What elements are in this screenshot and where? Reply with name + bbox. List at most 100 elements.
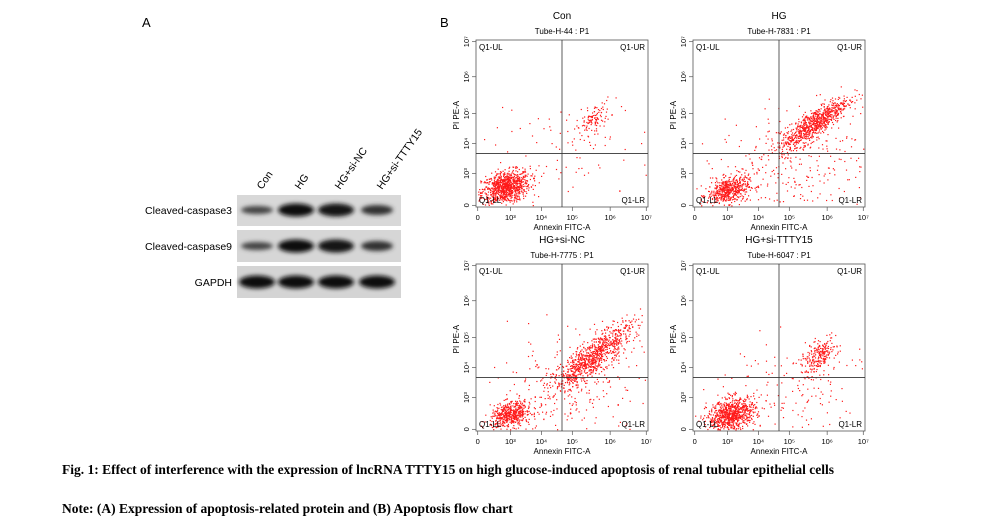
cell-dot [515,170,517,172]
cell-dot [809,170,811,172]
cell-dot [508,179,510,181]
cell-dot [762,166,764,168]
cell-dot [592,351,594,353]
cell-dot [818,131,820,133]
cell-dot [771,170,773,173]
cell-dots [480,308,646,431]
cell-dot [614,330,616,332]
cell-dot [478,194,480,196]
cell-dot [617,321,619,324]
cell-dot [592,372,594,374]
cell-dot [519,415,521,417]
cell-dot [729,409,731,411]
cell-dot [504,417,506,419]
band [278,203,314,217]
cell-dot [626,329,629,331]
cell-dot [550,411,552,413]
cell-dot [603,344,606,347]
cell-dot [549,384,551,387]
cell-dot [740,200,742,202]
cell-dot [489,419,491,422]
cell-dot [629,333,631,335]
cell-dot [742,196,745,198]
cell-dot [602,338,604,340]
cell-dot [522,181,524,183]
cell-dot [587,364,590,366]
cell-dot [507,151,509,153]
cell-dot [550,373,552,376]
cell-dot [813,114,815,116]
cell-dot [849,123,851,125]
cell-dot [502,406,504,408]
cell-dot [618,331,620,334]
cell-dot [585,367,587,369]
cell-dot [787,181,789,184]
x-tick-label: 0 [476,437,480,446]
cell-dot [726,409,728,411]
cell-dot [760,184,762,186]
cell-dot [814,129,816,131]
cell-dot [517,177,519,179]
cell-dot [810,120,812,122]
cell-dot [719,191,721,193]
cell-dot [518,193,520,195]
cell-dot [586,121,588,124]
cell-dot [491,188,493,190]
cell-dot [813,123,815,125]
cell-dot [564,390,566,392]
cell-dot [506,182,508,184]
cell-dot [625,338,627,340]
cell-dot [734,175,736,177]
cell-dot [726,182,728,184]
cell-dot [820,122,822,124]
cell-dot [593,362,595,364]
cell-dot [814,119,816,121]
cell-dot [578,360,580,362]
cell-dot [515,166,517,168]
cell-dot [724,187,726,189]
cell-dot [728,416,730,418]
cell-dot [516,420,518,422]
cell-dot [503,418,505,421]
cell-dot [748,398,750,400]
cell-dot [499,189,501,191]
cell-dot [842,100,844,102]
cell-dot [612,367,615,369]
cell-dot [499,184,501,186]
cell-dot [757,416,759,418]
cell-dot [733,184,735,187]
cell-dot [494,185,496,187]
cell-dot [513,406,515,408]
cell-dot [507,182,509,184]
cell-dot [624,327,626,329]
cell-dot [481,192,483,194]
cell-dot [586,372,588,374]
cell-dot [820,117,822,119]
cell-dot [813,131,815,134]
cell-dot [820,125,822,127]
cell-dot [521,191,523,193]
cell-dot [790,161,792,163]
cell-dot [737,402,739,404]
cell-dot [715,407,717,409]
cell-dot [518,415,520,417]
cell-dot [529,368,531,370]
cell-dot [797,126,799,128]
cell-dot [785,168,787,170]
cell-dot [512,178,514,180]
cell-dot [503,421,505,423]
cell-dot [491,183,493,185]
cell-dot [591,363,593,365]
cell-dot [721,182,723,184]
cell-dot [719,190,721,192]
cell-dot [542,411,544,413]
cell-dot [491,182,493,184]
cell-dot [783,144,785,146]
cell-dot [591,355,593,357]
cell-dot [534,185,536,187]
cell-dot [532,184,534,186]
cell-dot [723,410,725,412]
cell-dot [713,197,715,199]
cell-dot [516,176,518,178]
